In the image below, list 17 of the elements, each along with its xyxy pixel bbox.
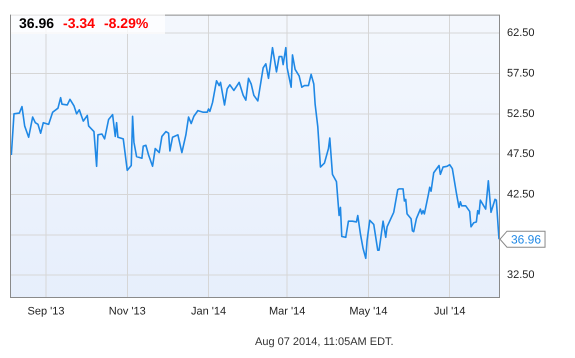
x-tick-label: Jul '14 [434, 306, 466, 318]
x-tick-label: Nov '13 [108, 306, 146, 318]
x-tick-label: May '14 [349, 306, 388, 318]
x-tick-label: Jan '14 [190, 306, 226, 318]
y-tick-label: 62.50 [507, 27, 535, 40]
y-tick-label: 32.50 [507, 269, 535, 282]
text: Aug 07 2014, 11:05AM EDT. [255, 336, 394, 348]
x-tick-label: Mar '14 [268, 306, 306, 318]
annotation: -3.34 [63, 15, 95, 31]
y-tick-label: 47.50 [507, 148, 535, 160]
y-tick-label: 52.50 [507, 108, 535, 120]
y-tick-label: 42.50 [507, 188, 535, 201]
annotation: -8.29% [104, 15, 148, 31]
annotation: 36.96 [19, 15, 54, 31]
x-tick-label: Sep '13 [27, 306, 64, 318]
annotation: 36.96 [511, 232, 542, 247]
y-tick-label: 57.50 [507, 68, 535, 80]
